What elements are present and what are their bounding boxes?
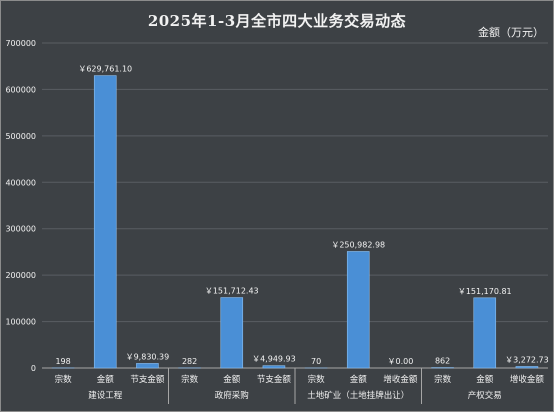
y-tick-label: 700000 [5, 39, 36, 48]
data-label: ￥4,949.93 [252, 355, 296, 364]
x-tick-label: 宗数 [434, 374, 452, 385]
bar [93, 75, 117, 369]
data-label: ￥0.00 [388, 357, 414, 366]
bar [136, 363, 159, 369]
data-label: 282 [182, 357, 197, 366]
data-label: ￥629,761.10 [78, 65, 132, 74]
chart-title: 2025年1-3月全市四大业务交易动态 [147, 12, 407, 30]
x-tick-label: 金额 [97, 374, 115, 385]
x-tick-label: 宗数 [55, 374, 73, 385]
x-tick-label: 宗数 [181, 374, 199, 385]
x-tick-label: 节支金额 [130, 374, 165, 385]
group-label: 土地矿业（土地挂牌出让） [307, 390, 409, 401]
y-tick-label: 600000 [5, 85, 36, 94]
data-label: 70 [311, 357, 321, 366]
bar [346, 251, 370, 369]
bar [473, 297, 497, 369]
data-label: ￥151,712.43 [205, 287, 259, 296]
bar [220, 297, 244, 369]
x-tick-label: 节支金额 [257, 374, 292, 385]
data-label: 862 [435, 357, 450, 366]
x-tick-label: 金额 [476, 374, 494, 385]
unit-label: 金额（万元） [478, 26, 544, 39]
y-tick-label: 100000 [5, 318, 36, 327]
y-tick-label: 300000 [5, 225, 36, 234]
data-label: ￥9,830.39 [126, 352, 170, 361]
data-label: ￥151,170.81 [458, 287, 512, 296]
data-label: ￥250,982.98 [331, 240, 385, 249]
y-tick-label: 0 [31, 364, 36, 373]
x-tick-label: 金额 [223, 374, 241, 385]
y-tick-label: 200000 [5, 271, 36, 280]
x-tick-label: 金额 [350, 374, 368, 385]
group-label: 政府采购 [215, 390, 249, 401]
x-tick-label: 增收金额 [383, 374, 418, 385]
group-label: 建设工程 [88, 390, 123, 401]
y-tick-label: 500000 [5, 132, 36, 141]
data-label: 198 [55, 357, 70, 366]
group-label: 产权交易 [468, 390, 502, 401]
data-label: ￥3,272.73 [505, 355, 549, 364]
bar [262, 365, 286, 369]
x-tick-label: 增收金额 [510, 374, 545, 385]
x-tick-label: 宗数 [308, 374, 326, 385]
y-tick-label: 400000 [5, 178, 36, 187]
bar [515, 366, 539, 369]
